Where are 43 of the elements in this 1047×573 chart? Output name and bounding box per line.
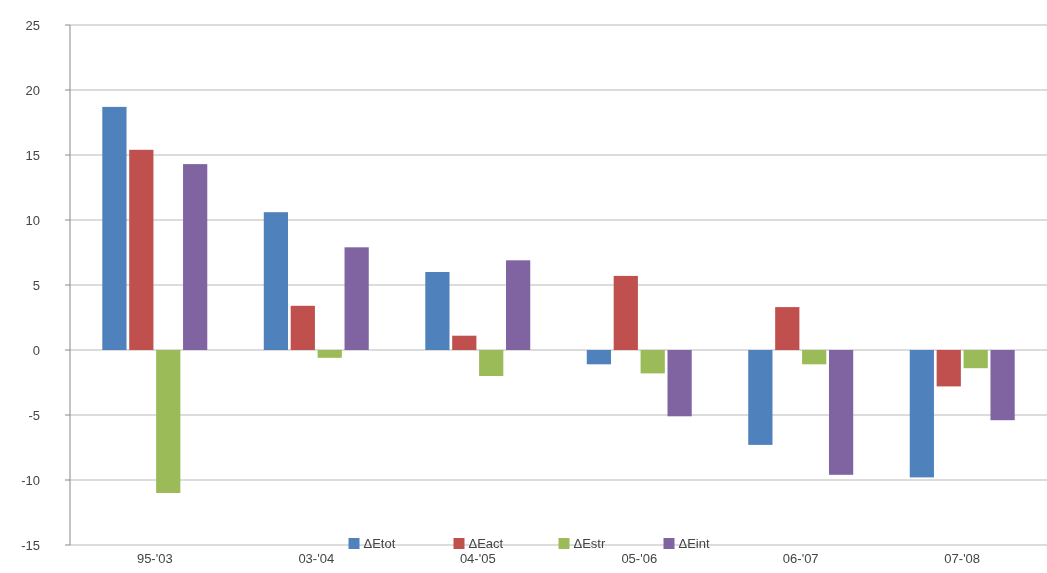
bar — [452, 335, 477, 350]
y-tick-label: -10 — [21, 472, 40, 488]
bar — [344, 247, 369, 350]
bar — [290, 305, 315, 350]
y-tick-label: -5 — [28, 407, 40, 423]
x-tick-label: 03-'04 — [298, 551, 335, 566]
bar — [156, 350, 181, 493]
legend-label: ΔEtot — [363, 535, 396, 551]
y-tick-label: 25 — [25, 17, 40, 33]
x-tick-label: 07-'08 — [944, 551, 981, 566]
x-tick-label: 06-'07 — [782, 551, 819, 566]
x-tick-label: 95-'03 — [136, 551, 173, 566]
bar — [640, 350, 665, 374]
bar — [963, 350, 988, 369]
bar — [990, 350, 1015, 421]
y-tick-label: 0 — [32, 342, 40, 358]
bar — [748, 350, 773, 445]
bar — [183, 164, 208, 350]
bar — [479, 350, 504, 376]
x-tick-label: 05-'06 — [621, 551, 658, 566]
bar — [828, 350, 854, 475]
bar — [129, 149, 154, 350]
y-tick-label: 15 — [25, 147, 40, 163]
y-tick-label: 10 — [25, 212, 40, 228]
bar — [909, 350, 934, 478]
bar — [936, 350, 961, 387]
bar — [263, 212, 289, 350]
bar — [102, 106, 127, 350]
x-tick-label: 04-'05 — [459, 551, 496, 566]
bar — [317, 350, 342, 358]
bar — [506, 260, 531, 350]
legend-label: ΔEact — [468, 535, 504, 551]
bar — [802, 350, 827, 365]
bar — [586, 350, 611, 365]
bar — [613, 275, 638, 350]
bar — [667, 350, 692, 417]
legend-label: ΔEstr — [573, 535, 606, 551]
bar — [775, 307, 800, 350]
y-tick-label: -15 — [21, 537, 40, 553]
legend-label: ΔEint — [678, 535, 710, 551]
bar — [425, 272, 450, 350]
y-tick-label: 5 — [32, 277, 40, 293]
y-tick-label: 20 — [25, 82, 40, 98]
